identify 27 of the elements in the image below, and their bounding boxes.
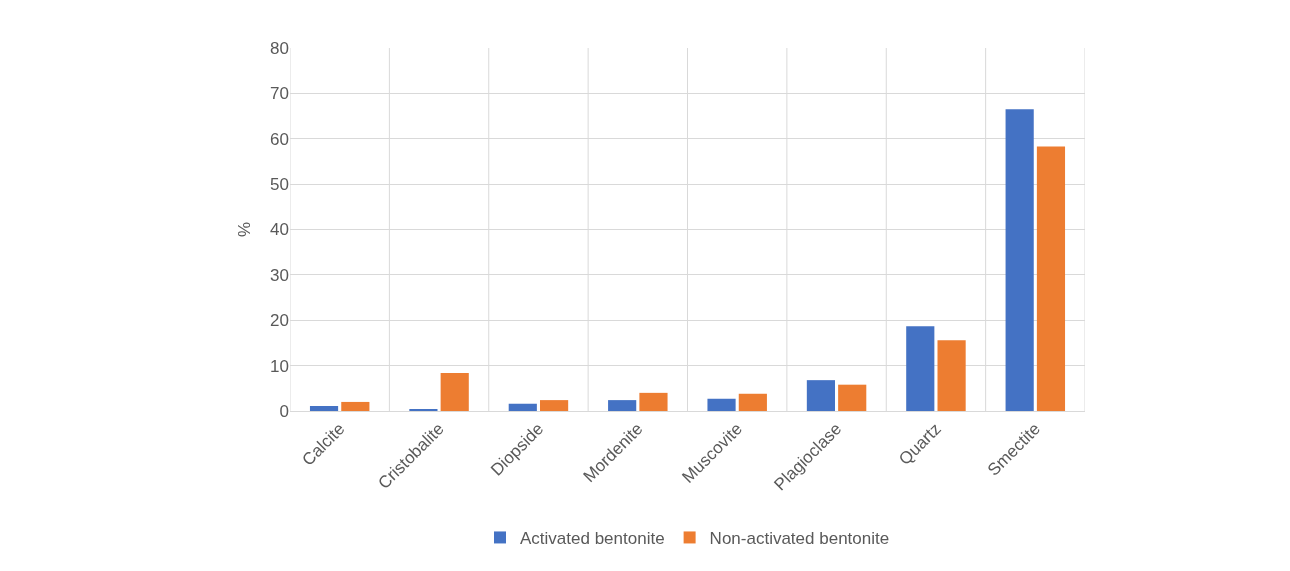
bar bbox=[738, 393, 767, 411]
bar bbox=[838, 384, 867, 411]
bar bbox=[540, 400, 569, 411]
y-tick-label: 20 bbox=[270, 311, 289, 331]
bar bbox=[1036, 146, 1066, 411]
bar bbox=[1005, 109, 1034, 411]
y-tick-label: 60 bbox=[270, 129, 289, 149]
bar bbox=[937, 340, 966, 411]
bar bbox=[639, 392, 668, 411]
legend-label: Non-activated bentonite bbox=[709, 529, 890, 549]
y-tick-label: 50 bbox=[270, 175, 289, 195]
y-tick-label: 10 bbox=[270, 356, 289, 376]
legend-label: Activated bentonite bbox=[520, 529, 665, 549]
bar bbox=[508, 403, 537, 411]
bar bbox=[309, 406, 339, 411]
y-tick-label: 0 bbox=[279, 401, 289, 421]
bar bbox=[806, 380, 835, 411]
bar bbox=[906, 326, 935, 411]
y-tick-label: 70 bbox=[270, 84, 289, 104]
y-tick-label: 30 bbox=[270, 265, 289, 285]
bar bbox=[707, 398, 736, 411]
y-tick-label: 80 bbox=[270, 38, 289, 58]
bar bbox=[440, 372, 469, 411]
bar bbox=[341, 401, 370, 411]
y-axis-title: % bbox=[234, 221, 254, 238]
y-tick-label: 40 bbox=[270, 220, 289, 240]
bar bbox=[608, 400, 637, 411]
